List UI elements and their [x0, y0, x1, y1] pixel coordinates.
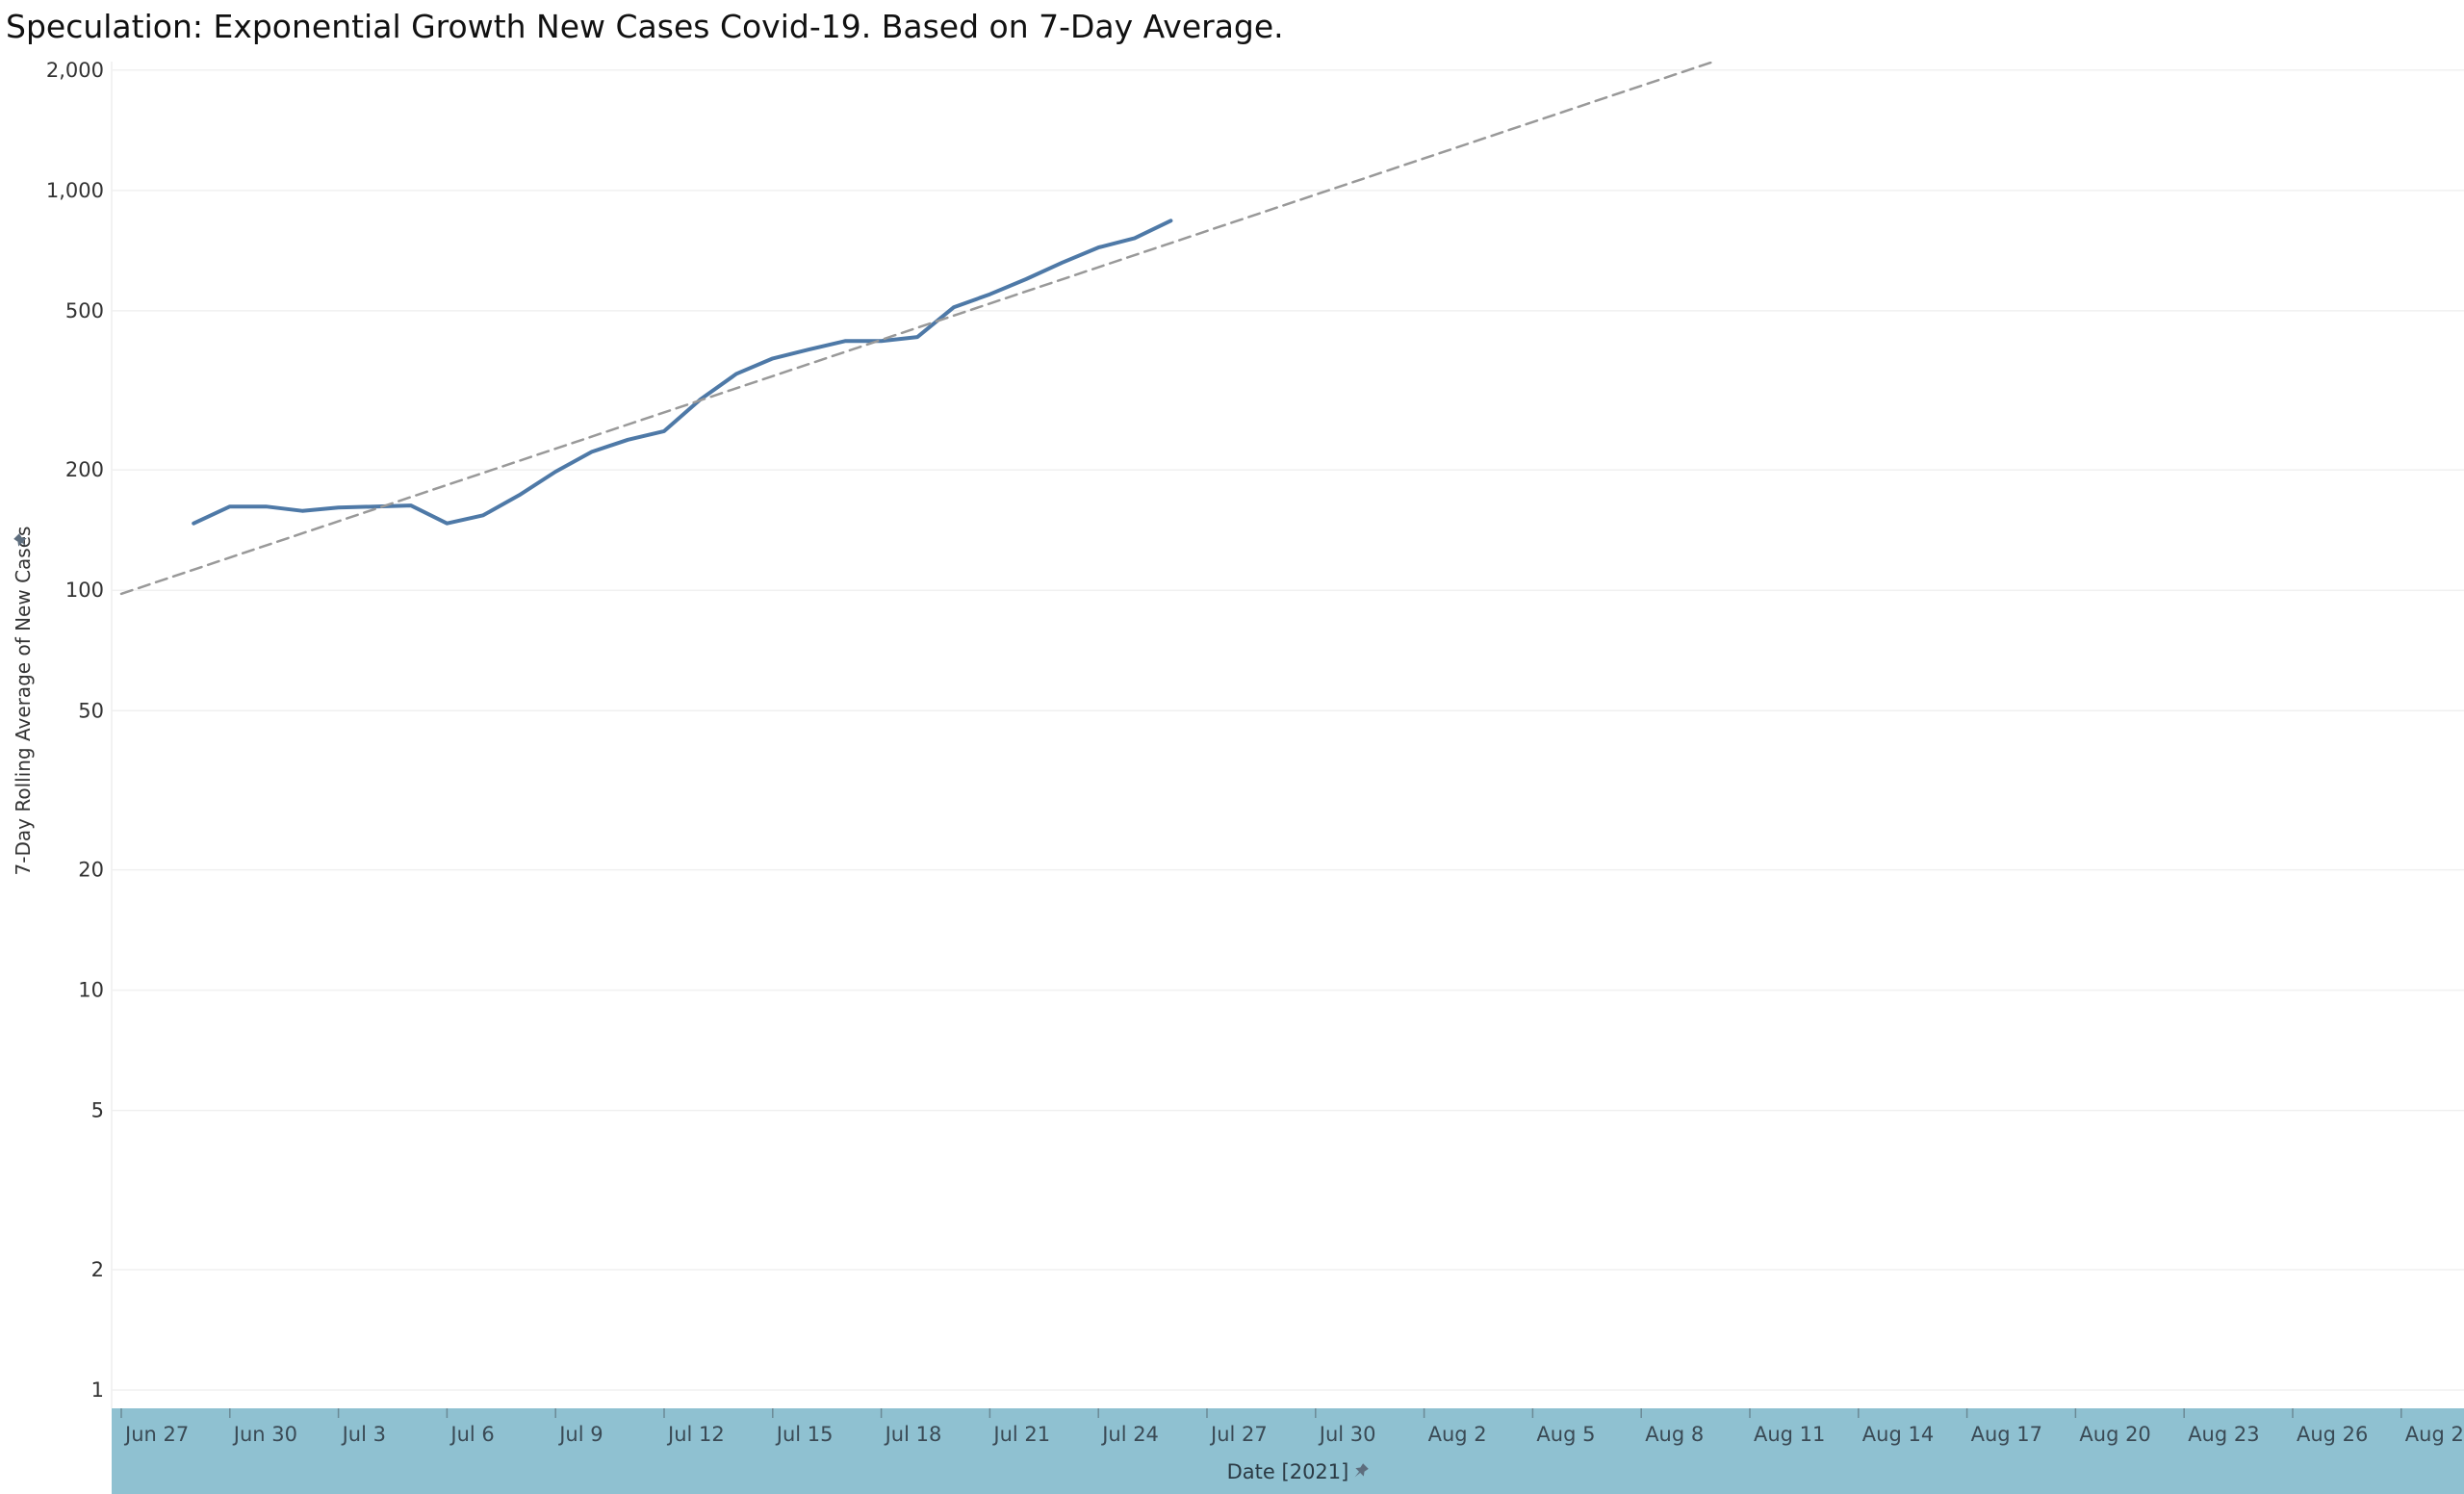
x-tick-label: Aug 2: [1428, 1423, 1487, 1446]
series-line[interactable]: [192, 219, 1173, 526]
x-tick-label: Aug 8: [1645, 1423, 1704, 1446]
y-axis-pin-icon[interactable]: [13, 532, 32, 552]
y-tick-label: 100: [65, 579, 104, 602]
y-tick-label: 1: [91, 1378, 104, 1402]
x-tick-label: Aug 23: [2188, 1423, 2259, 1446]
trend-line[interactable]: [119, 62, 1715, 596]
x-axis: Jun 27 Jun 30 Jul 3 Jul 6 Jul 9 Jul 12 Jul 15 J…: [112, 1408, 2464, 1494]
x-tick-label: Aug 17: [1971, 1423, 2042, 1446]
x-tick-label: Jul 12: [666, 1423, 725, 1446]
y-axis-ticks: 1 2 5 10 20 50 100 200 500 1,000 2,000: [46, 59, 104, 1402]
x-tick-label: Jun 27: [123, 1423, 189, 1446]
y-tick-label: 5: [91, 1099, 104, 1122]
x-tick-label: Jul 9: [557, 1423, 603, 1446]
x-tick-label: Aug 5: [1536, 1423, 1595, 1446]
y-tick-label: 20: [78, 859, 104, 882]
x-tick-label: Jul 15: [775, 1423, 834, 1446]
y-tick-label: 2,000: [46, 59, 104, 82]
x-tick-label: Jul 3: [341, 1423, 386, 1446]
x-tick-label: Aug 26: [2297, 1423, 2368, 1446]
x-tick-label: Jul 27: [1209, 1423, 1268, 1446]
x-axis-pin-icon[interactable]: [1350, 1462, 1370, 1481]
x-tick-label: Aug 29: [2405, 1423, 2464, 1446]
x-tick-label: Aug 14: [1862, 1423, 1934, 1446]
x-tick-label: Jul 24: [1100, 1423, 1159, 1446]
y-tick-label: 50: [78, 699, 104, 722]
x-tick-label: Jul 21: [991, 1423, 1050, 1446]
y-tick-label: 200: [65, 458, 104, 481]
x-tick-label: Aug 11: [1754, 1423, 1825, 1446]
x-tick-label: Jul 6: [449, 1423, 494, 1446]
series-layer: [119, 62, 1715, 596]
x-tick-label: Jun 30: [232, 1423, 297, 1446]
x-tick-label: Jul 30: [1318, 1423, 1376, 1446]
x-tick-label: Jul 18: [884, 1423, 942, 1446]
x-tick-label: Aug 20: [2079, 1423, 2150, 1446]
y-tick-label: 10: [78, 979, 104, 1002]
x-axis-label: Date [2021]: [1227, 1460, 1349, 1483]
y-tick-label: 2: [91, 1258, 104, 1281]
y-tick-label: 1,000: [46, 179, 104, 202]
x-axis-band: [112, 1408, 2464, 1494]
chart-title: Speculation: Exponential Growth New Case…: [6, 8, 1284, 45]
y-tick-label: 500: [65, 299, 104, 322]
gridlines: [111, 62, 2464, 1408]
